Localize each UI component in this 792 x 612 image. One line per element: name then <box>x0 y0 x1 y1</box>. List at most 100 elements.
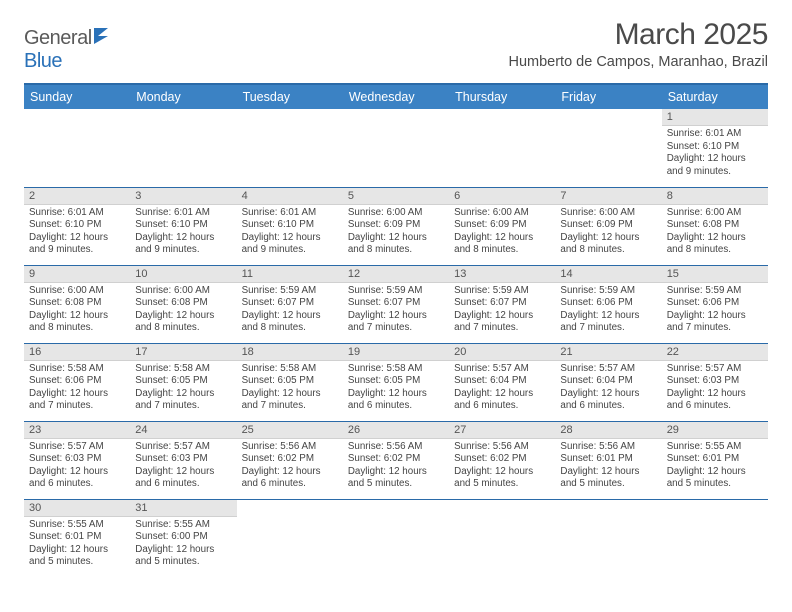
calendar-day-cell: 20Sunrise: 5:57 AMSunset: 6:04 PMDayligh… <box>449 343 555 421</box>
day-details: Sunrise: 5:56 AMSunset: 6:01 PMDaylight:… <box>555 439 661 495</box>
day-details: Sunrise: 5:57 AMSunset: 6:04 PMDaylight:… <box>449 361 555 417</box>
day-details: Sunrise: 5:59 AMSunset: 6:07 PMDaylight:… <box>343 283 449 339</box>
header: GeneralBlue March 2025 Humberto de Campo… <box>24 18 768 73</box>
daylight-line2: and 9 minutes. <box>29 244 125 257</box>
sunset-text: Sunset: 6:01 PM <box>560 453 656 466</box>
daylight-line2: and 5 minutes. <box>454 478 550 491</box>
day-number: 13 <box>449 266 555 283</box>
calendar-day-cell: 26Sunrise: 5:56 AMSunset: 6:02 PMDayligh… <box>343 421 449 499</box>
calendar-day-cell: 21Sunrise: 5:57 AMSunset: 6:04 PMDayligh… <box>555 343 661 421</box>
sunset-text: Sunset: 6:05 PM <box>135 375 231 388</box>
day-details: Sunrise: 5:55 AMSunset: 6:01 PMDaylight:… <box>662 439 768 495</box>
calendar-day-cell: 7Sunrise: 6:00 AMSunset: 6:09 PMDaylight… <box>555 187 661 265</box>
sunrise-text: Sunrise: 6:00 AM <box>667 207 763 220</box>
sunrise-text: Sunrise: 6:01 AM <box>242 207 338 220</box>
calendar-empty-cell <box>449 499 555 577</box>
day-details: Sunrise: 6:01 AMSunset: 6:10 PMDaylight:… <box>662 126 768 182</box>
sunrise-text: Sunrise: 6:00 AM <box>135 285 231 298</box>
weekday-header: Saturday <box>662 84 768 109</box>
calendar-day-cell: 8Sunrise: 6:00 AMSunset: 6:08 PMDaylight… <box>662 187 768 265</box>
daylight-line1: Daylight: 12 hours <box>454 466 550 479</box>
day-details: Sunrise: 5:57 AMSunset: 6:04 PMDaylight:… <box>555 361 661 417</box>
day-number: 26 <box>343 422 449 439</box>
sunset-text: Sunset: 6:03 PM <box>135 453 231 466</box>
sunrise-text: Sunrise: 6:00 AM <box>560 207 656 220</box>
sunrise-text: Sunrise: 5:57 AM <box>135 441 231 454</box>
sunrise-text: Sunrise: 5:59 AM <box>667 285 763 298</box>
day-number: 27 <box>449 422 555 439</box>
day-details: Sunrise: 5:55 AMSunset: 6:00 PMDaylight:… <box>130 517 236 573</box>
day-details: Sunrise: 5:57 AMSunset: 6:03 PMDaylight:… <box>130 439 236 495</box>
calendar-empty-cell <box>130 109 236 187</box>
day-details: Sunrise: 5:56 AMSunset: 6:02 PMDaylight:… <box>237 439 343 495</box>
brand-logo: GeneralBlue <box>24 18 116 73</box>
day-details: Sunrise: 5:56 AMSunset: 6:02 PMDaylight:… <box>449 439 555 495</box>
calendar-day-cell: 22Sunrise: 5:57 AMSunset: 6:03 PMDayligh… <box>662 343 768 421</box>
calendar-week-row: 2Sunrise: 6:01 AMSunset: 6:10 PMDaylight… <box>24 187 768 265</box>
sunset-text: Sunset: 6:01 PM <box>29 531 125 544</box>
daylight-line2: and 6 minutes. <box>667 400 763 413</box>
sunset-text: Sunset: 6:06 PM <box>560 297 656 310</box>
sunrise-text: Sunrise: 6:00 AM <box>348 207 444 220</box>
daylight-line2: and 8 minutes. <box>135 322 231 335</box>
sunrise-text: Sunrise: 5:58 AM <box>29 363 125 376</box>
calendar-day-cell: 30Sunrise: 5:55 AMSunset: 6:01 PMDayligh… <box>24 499 130 577</box>
daylight-line1: Daylight: 12 hours <box>242 388 338 401</box>
daylight-line2: and 9 minutes. <box>667 166 763 179</box>
sunrise-text: Sunrise: 5:58 AM <box>135 363 231 376</box>
sunrise-text: Sunrise: 6:00 AM <box>29 285 125 298</box>
day-details: Sunrise: 5:58 AMSunset: 6:05 PMDaylight:… <box>343 361 449 417</box>
day-details: Sunrise: 5:56 AMSunset: 6:02 PMDaylight:… <box>343 439 449 495</box>
daylight-line2: and 7 minutes. <box>667 322 763 335</box>
calendar-day-cell: 4Sunrise: 6:01 AMSunset: 6:10 PMDaylight… <box>237 187 343 265</box>
sunset-text: Sunset: 6:02 PM <box>348 453 444 466</box>
day-details: Sunrise: 6:01 AMSunset: 6:10 PMDaylight:… <box>237 205 343 261</box>
day-number: 1 <box>662 109 768 126</box>
day-details: Sunrise: 5:59 AMSunset: 6:06 PMDaylight:… <box>662 283 768 339</box>
calendar-header-row: SundayMondayTuesdayWednesdayThursdayFrid… <box>24 84 768 109</box>
sunset-text: Sunset: 6:06 PM <box>29 375 125 388</box>
daylight-line2: and 8 minutes. <box>29 322 125 335</box>
day-details: Sunrise: 6:01 AMSunset: 6:10 PMDaylight:… <box>130 205 236 261</box>
calendar-day-cell: 3Sunrise: 6:01 AMSunset: 6:10 PMDaylight… <box>130 187 236 265</box>
sunset-text: Sunset: 6:04 PM <box>560 375 656 388</box>
sunset-text: Sunset: 6:06 PM <box>667 297 763 310</box>
day-number: 9 <box>24 266 130 283</box>
daylight-line1: Daylight: 12 hours <box>29 388 125 401</box>
day-number: 17 <box>130 344 236 361</box>
daylight-line2: and 5 minutes. <box>135 556 231 569</box>
sunrise-text: Sunrise: 5:57 AM <box>667 363 763 376</box>
daylight-line1: Daylight: 12 hours <box>29 310 125 323</box>
day-number: 18 <box>237 344 343 361</box>
daylight-line1: Daylight: 12 hours <box>348 232 444 245</box>
calendar-day-cell: 28Sunrise: 5:56 AMSunset: 6:01 PMDayligh… <box>555 421 661 499</box>
day-details: Sunrise: 6:01 AMSunset: 6:10 PMDaylight:… <box>24 205 130 261</box>
daylight-line2: and 8 minutes. <box>560 244 656 257</box>
sunset-text: Sunset: 6:02 PM <box>454 453 550 466</box>
daylight-line2: and 8 minutes. <box>242 322 338 335</box>
sunrise-text: Sunrise: 6:01 AM <box>135 207 231 220</box>
calendar-body: 1Sunrise: 6:01 AMSunset: 6:10 PMDaylight… <box>24 109 768 577</box>
daylight-line1: Daylight: 12 hours <box>454 310 550 323</box>
weekday-header: Monday <box>130 84 236 109</box>
daylight-line2: and 6 minutes. <box>348 400 444 413</box>
daylight-line2: and 7 minutes. <box>135 400 231 413</box>
daylight-line2: and 7 minutes. <box>560 322 656 335</box>
daylight-line2: and 7 minutes. <box>348 322 444 335</box>
day-details: Sunrise: 5:58 AMSunset: 6:06 PMDaylight:… <box>24 361 130 417</box>
sunset-text: Sunset: 6:10 PM <box>135 219 231 232</box>
title-block: March 2025 Humberto de Campos, Maranhao,… <box>508 18 768 70</box>
day-number: 10 <box>130 266 236 283</box>
sunset-text: Sunset: 6:09 PM <box>454 219 550 232</box>
calendar-empty-cell <box>449 109 555 187</box>
calendar-empty-cell <box>343 499 449 577</box>
calendar-day-cell: 17Sunrise: 5:58 AMSunset: 6:05 PMDayligh… <box>130 343 236 421</box>
day-number: 3 <box>130 188 236 205</box>
day-details: Sunrise: 5:58 AMSunset: 6:05 PMDaylight:… <box>237 361 343 417</box>
calendar-week-row: 9Sunrise: 6:00 AMSunset: 6:08 PMDaylight… <box>24 265 768 343</box>
sunrise-text: Sunrise: 5:55 AM <box>135 519 231 532</box>
sunrise-text: Sunrise: 5:59 AM <box>454 285 550 298</box>
daylight-line1: Daylight: 12 hours <box>348 310 444 323</box>
sunset-text: Sunset: 6:09 PM <box>560 219 656 232</box>
daylight-line2: and 9 minutes. <box>242 244 338 257</box>
